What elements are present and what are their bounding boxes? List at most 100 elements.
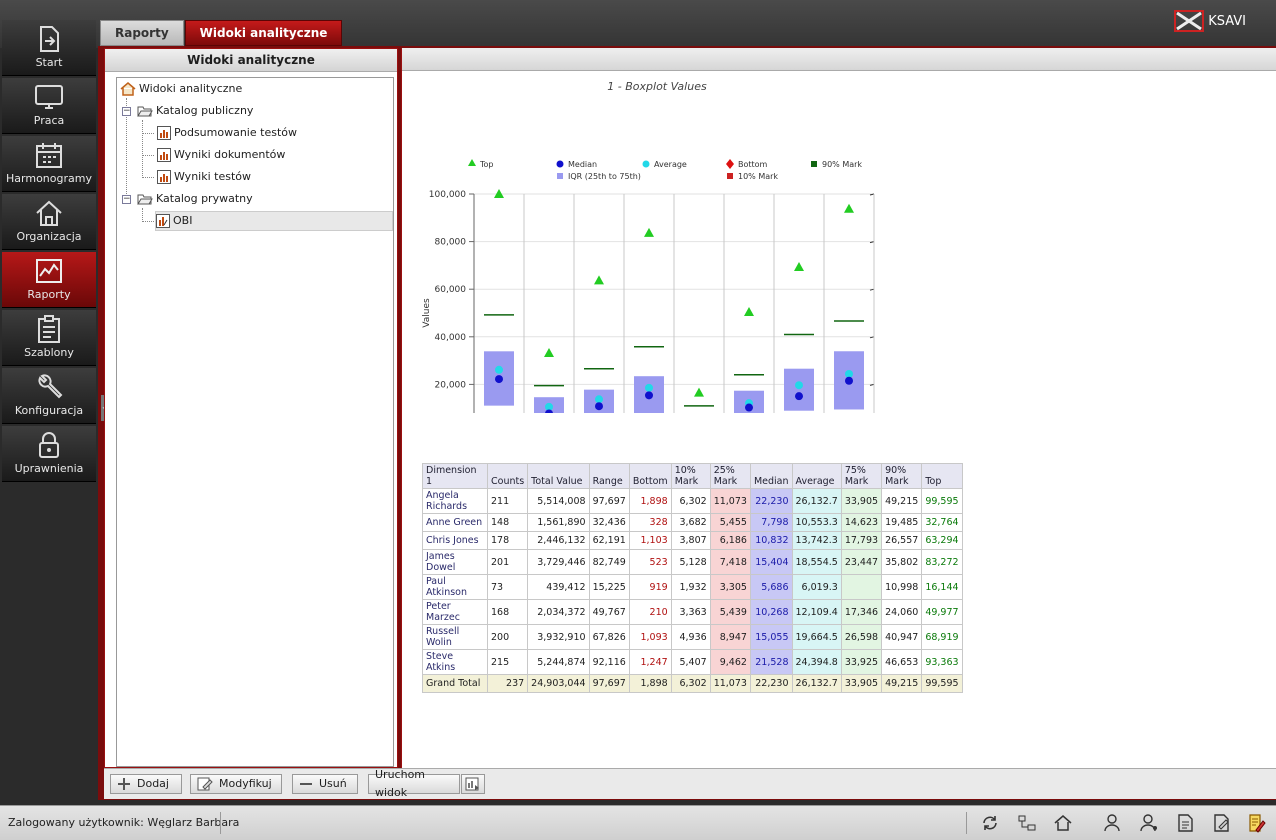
document-icon[interactable] <box>1175 813 1195 833</box>
sidebar-item-konfiguracja[interactable]: Konfiguracja <box>2 368 96 424</box>
table-cell: 26,557 <box>881 531 923 550</box>
table-cell: 19,485 <box>881 513 923 532</box>
table-cell: 49,215 <box>881 674 923 693</box>
hierarchy-icon[interactable] <box>1017 813 1037 833</box>
tree-item-wyniki-dokumentow[interactable]: Wyniki dokumentów <box>157 145 285 165</box>
legend-marker-average <box>642 160 650 168</box>
tab-raporty[interactable]: Raporty <box>100 20 184 46</box>
plus-icon <box>118 778 130 790</box>
table-cell: 439,412 <box>527 574 590 600</box>
table-cell: 35,802 <box>881 549 923 575</box>
table-cell: 10,268 <box>749 599 793 625</box>
table-cell: 210 <box>628 599 672 625</box>
sidebar-item-label: Raporty <box>27 288 71 301</box>
iqr-box <box>784 368 814 411</box>
table-cell: 6,302 <box>670 488 711 514</box>
delete-button[interactable]: Usuń <box>292 774 358 794</box>
refresh-icon[interactable] <box>980 813 1000 833</box>
sidebar-item-organizacja[interactable]: Organizacja <box>2 194 96 250</box>
table-cell: 1,103 <box>628 531 672 550</box>
table-cell: 1,561,890 <box>527 513 590 532</box>
sidebar-item-praca[interactable]: Praca <box>2 78 96 134</box>
table-cell: 328 <box>628 513 672 532</box>
modify-button[interactable]: Modyfikuj <box>190 774 282 794</box>
table-cell: Chris Jones <box>422 531 488 550</box>
table-cell: 24,903,044 <box>527 674 590 693</box>
tree-item-wyniki-testow[interactable]: Wyniki testów <box>157 167 251 187</box>
logo-text: KSAVI <box>1208 13 1246 29</box>
table-cell: 10,832 <box>749 531 793 550</box>
table-cell: 919 <box>628 574 672 600</box>
right-tick <box>869 193 875 196</box>
sidebar-item-label: Praca <box>33 114 65 127</box>
tree-item-podsumowanie[interactable]: Podsumowanie testów <box>157 123 297 143</box>
table-cell: 97,697 <box>588 674 630 693</box>
table-header-cell: Top <box>921 463 963 489</box>
content-header <box>402 48 1276 71</box>
tree-node-label: Wyniki testów <box>174 170 251 183</box>
notes-icon[interactable] <box>1246 813 1266 833</box>
table-cell: 62,191 <box>588 531 630 550</box>
sidebar-item-label: Szablony <box>24 346 74 359</box>
boxplot-group <box>534 348 564 413</box>
table-cell: 24,060 <box>881 599 923 625</box>
collapse-toggle[interactable]: − <box>122 106 131 116</box>
home-icon[interactable] <box>1053 813 1073 833</box>
median-marker <box>745 403 753 412</box>
table-row: Angela Richards 211 5,514,008 97,697 1,898 6,… <box>422 488 963 514</box>
wrench-icon <box>38 374 63 399</box>
legend-marker-top <box>468 159 476 166</box>
user-settings-icon[interactable] <box>1139 813 1159 833</box>
table-cell: 7,798 <box>749 513 793 532</box>
sidebar-item-uprawnienia[interactable]: Uprawnienia <box>2 426 96 482</box>
table-header-cell: Bottom <box>628 463 672 489</box>
tree-folder-private[interactable]: Katalog prywatny <box>137 189 253 209</box>
chart-icon <box>36 259 62 283</box>
table-cell: 3,807 <box>670 531 711 550</box>
run-view-options-button[interactable] <box>461 774 485 794</box>
table-body: Angela Richards 211 5,514,008 97,697 1,898 6,… <box>422 488 963 693</box>
collapse-toggle[interactable]: − <box>122 194 131 204</box>
table-cell: 6,186 <box>709 531 751 550</box>
sidebar-item-szablony[interactable]: Szablony <box>2 310 96 366</box>
ksavi-logo: KSAVI <box>1174 10 1246 32</box>
sidebar-item-raporty[interactable]: Raporty <box>2 252 96 308</box>
table-cell: Paul Atkinson <box>422 574 488 600</box>
table-cell: 7,418 <box>709 549 751 575</box>
table-cell: 16,144 <box>921 574 963 600</box>
boxplot-group <box>834 203 864 410</box>
delete-button-label: Usuń <box>319 777 347 790</box>
table-row: Peter Marzec 168 2,034,372 49,767 210 3,363 5,… <box>422 599 963 625</box>
boxplot-group <box>684 387 714 407</box>
tree-view: − − Widoki analityczne Katalog publiczny… <box>116 77 394 767</box>
table-cell: 215 <box>486 649 529 675</box>
table-cell: 15,225 <box>588 574 630 600</box>
table-cell: James Dowel <box>422 549 488 575</box>
sidebar-item-start[interactable]: Start <box>2 20 96 76</box>
sidebar-item-harmonogramy[interactable]: Harmonogramy <box>2 136 96 192</box>
table-cell: Angela Richards <box>422 488 488 514</box>
table-cell: 97,697 <box>588 488 630 514</box>
bottom-toolbar: Dodaj Modyfikuj Usuń Uruchom widok <box>104 768 1276 799</box>
table-cell: 26,132.7 <box>791 674 842 693</box>
table-row: Chris Jones 178 2,446,132 62,191 1,103 3,807 6… <box>422 531 963 550</box>
table-cell: 4,936 <box>670 624 711 650</box>
legend-label: Average <box>654 160 687 169</box>
edit-document-icon[interactable] <box>1211 813 1231 833</box>
table-cell: 168 <box>486 599 529 625</box>
user-icon[interactable] <box>1103 813 1123 833</box>
add-button[interactable]: Dodaj <box>110 774 182 794</box>
house-icon <box>36 200 62 226</box>
top-bar: Raporty Widoki analityczne KSAVI <box>0 0 1276 48</box>
run-view-button[interactable]: Uruchom widok <box>368 768 460 799</box>
table-cell: 11,073 <box>709 674 751 693</box>
tree-root[interactable]: Widoki analityczne <box>120 79 242 99</box>
tab-widoki-analityczne[interactable]: Widoki analityczne <box>184 20 343 46</box>
boxplot-chart: 020,00040,00060,00080,000100,000ValuesTo… <box>422 159 875 413</box>
legend-marker-90 <box>811 161 817 167</box>
table-cell: 3,363 <box>670 599 711 625</box>
tree-item-obi[interactable]: OBI <box>155 211 393 231</box>
table-cell: 18,554.5 <box>791 549 842 575</box>
table-cell: 6,302 <box>670 674 711 693</box>
tree-folder-public[interactable]: Katalog publiczny <box>137 101 253 121</box>
